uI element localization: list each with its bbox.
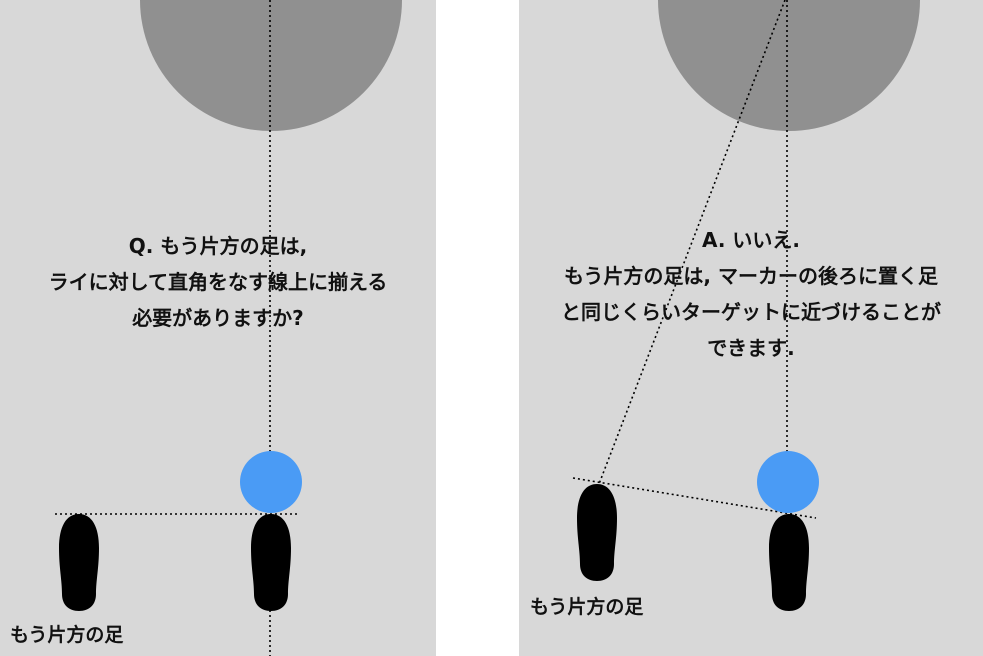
other-foot xyxy=(577,484,617,581)
other-foot xyxy=(59,514,99,611)
answer-line: A. いいえ. xyxy=(701,228,800,252)
question-panel: Q. もう片方の足は, ライに対して直角をなす線上に揃える 必要がありますか? … xyxy=(0,0,436,656)
answer-text: A. いいえ. もう片方の足は, マーカーの後ろに置く足 と同じくらいターゲット… xyxy=(519,222,983,366)
other-foot-label: もう片方の足 xyxy=(530,596,644,618)
target-circle xyxy=(658,0,920,131)
target-circle xyxy=(140,0,402,131)
marker-foot xyxy=(251,514,291,611)
question-diagram xyxy=(55,0,402,656)
answer-diagram xyxy=(572,0,920,611)
question-line: 必要がありますか? xyxy=(132,306,304,330)
ball-marker xyxy=(757,451,819,513)
other-foot-target-line xyxy=(598,0,786,485)
ball-marker xyxy=(240,451,302,513)
question-text: Q. もう片方の足は, ライに対して直角をなす線上に揃える 必要がありますか? xyxy=(0,228,436,336)
feet-line xyxy=(572,477,817,519)
question-line: ライに対して直角をなす線上に揃える xyxy=(48,270,388,294)
question-line: Q. もう片方の足は, xyxy=(128,234,308,258)
other-foot-label: もう片方の足 xyxy=(10,624,124,646)
answer-panel: A. いいえ. もう片方の足は, マーカーの後ろに置く足 と同じくらいターゲット… xyxy=(519,0,983,656)
answer-line: と同じくらいターゲットに近づけることが xyxy=(561,300,941,324)
answer-line: もう片方の足は, マーカーの後ろに置く足 xyxy=(564,264,938,288)
answer-line: できます. xyxy=(707,336,795,360)
marker-foot xyxy=(769,514,809,611)
